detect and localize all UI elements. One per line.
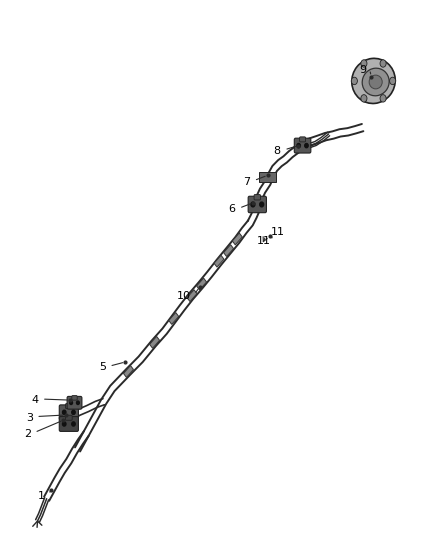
FancyBboxPatch shape [66,403,72,409]
Ellipse shape [352,58,395,103]
Ellipse shape [362,68,389,96]
Circle shape [63,422,66,426]
Circle shape [361,95,367,102]
FancyBboxPatch shape [248,196,266,213]
FancyBboxPatch shape [300,137,306,142]
Ellipse shape [369,75,382,89]
Text: 11: 11 [270,227,284,237]
Circle shape [380,60,386,67]
Text: 5: 5 [99,362,106,372]
Circle shape [351,77,357,85]
Text: 10: 10 [177,290,191,301]
Circle shape [297,143,300,148]
Polygon shape [169,312,179,325]
Bar [259,172,276,182]
FancyBboxPatch shape [66,415,72,420]
Text: 3: 3 [26,413,33,423]
Text: 2: 2 [24,429,31,439]
Polygon shape [124,366,134,377]
Text: 1: 1 [38,490,45,500]
Circle shape [77,401,79,405]
Text: 6: 6 [229,204,236,214]
Polygon shape [150,336,159,348]
Circle shape [380,95,386,102]
FancyBboxPatch shape [72,395,77,400]
Polygon shape [232,233,242,245]
FancyBboxPatch shape [59,417,78,431]
Circle shape [72,422,75,426]
Polygon shape [214,255,224,267]
Circle shape [72,410,75,415]
Circle shape [260,202,264,207]
Text: 11: 11 [256,236,270,246]
Circle shape [361,60,367,67]
Polygon shape [223,245,233,256]
FancyBboxPatch shape [254,195,261,200]
FancyBboxPatch shape [67,397,82,409]
FancyBboxPatch shape [294,138,311,153]
FancyBboxPatch shape [59,405,78,419]
Circle shape [70,401,73,405]
Polygon shape [187,290,197,302]
Text: 4: 4 [31,395,39,405]
Circle shape [63,410,66,415]
Circle shape [305,143,308,148]
Circle shape [390,77,396,85]
Text: 9: 9 [359,66,366,75]
Text: 8: 8 [274,146,281,156]
Polygon shape [197,278,207,290]
Text: 7: 7 [243,176,251,187]
Circle shape [251,202,255,207]
